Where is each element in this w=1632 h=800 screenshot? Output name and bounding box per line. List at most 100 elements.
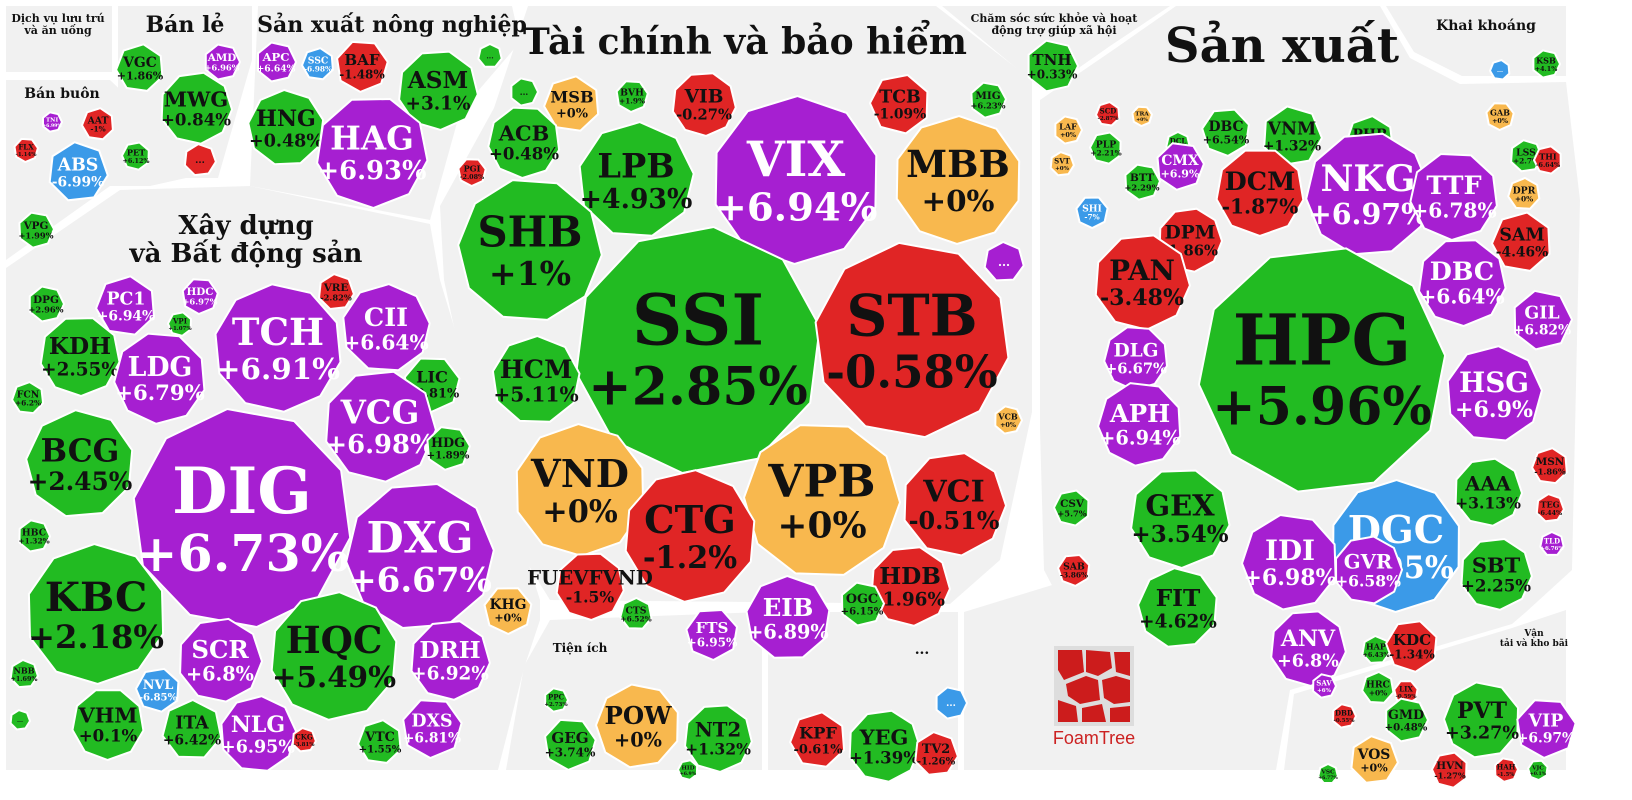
cell-dig[interactable]: DIG+6.73% bbox=[132, 407, 352, 629]
cell-nkg[interactable]: NKG+6.97% bbox=[1305, 132, 1431, 256]
cell-more[interactable]: ... bbox=[935, 686, 969, 720]
cell-hah[interactable]: HAH-1.5% bbox=[1493, 757, 1520, 783]
cell-csv[interactable]: CSV+5.7% bbox=[1052, 489, 1090, 527]
cell-ita[interactable]: ITA+6.42% bbox=[161, 698, 223, 759]
cell-vsc[interactable]: VSC+6.77% bbox=[1317, 762, 1339, 784]
cell-fit[interactable]: FIT+4.62% bbox=[1137, 567, 1218, 648]
cell-laf[interactable]: LAF+0% bbox=[1054, 115, 1084, 145]
cell-aph[interactable]: APH+6.94% bbox=[1097, 382, 1182, 467]
cell-bcg[interactable]: BCG+2.45% bbox=[25, 409, 134, 518]
cell-kbc[interactable]: KBC+2.18% bbox=[27, 542, 165, 686]
cell-sab[interactable]: SAB-3.86% bbox=[1056, 553, 1091, 588]
cell-baf[interactable]: BAF-1.48% bbox=[336, 40, 389, 94]
cell-shi[interactable]: SHI-7% bbox=[1075, 196, 1109, 230]
cell-vpb[interactable]: VPB+0% bbox=[742, 424, 902, 576]
cell-cmx[interactable]: CMX+6.9% bbox=[1156, 142, 1206, 191]
cell-khg[interactable]: KHG+0% bbox=[483, 587, 533, 636]
cell-vos[interactable]: VOS+0% bbox=[1350, 735, 1400, 784]
cell-dbc[interactable]: DBC+6.64% bbox=[1417, 239, 1507, 328]
cell-more[interactable]: ... bbox=[1488, 58, 1511, 81]
cell-cts[interactable]: CTS+6.52% bbox=[619, 596, 653, 630]
cell-more[interactable]: ... bbox=[9, 709, 32, 731]
cell-lss[interactable]: LSS+2.7% bbox=[1510, 139, 1544, 173]
cell-mwg[interactable]: MWG+0.84% bbox=[160, 71, 234, 145]
cell-gab[interactable]: GAB+0% bbox=[1485, 102, 1515, 132]
cell-cii[interactable]: CII+6.64% bbox=[342, 283, 431, 372]
cell-pan[interactable]: PAN-3.48% bbox=[1094, 234, 1191, 331]
cell-hdb[interactable]: HDB-1.96% bbox=[870, 546, 951, 627]
cell-fuevfvnd[interactable]: FUEVFVND-1.5% bbox=[527, 552, 653, 622]
cell-ckg[interactable]: CKG-3.81% bbox=[291, 727, 318, 753]
cell-hbc[interactable]: HBC+1.32% bbox=[18, 519, 52, 553]
cell-dbd[interactable]: DBD-0.55% bbox=[1332, 703, 1358, 729]
cell-dpg[interactable]: DPG+2.96% bbox=[28, 285, 66, 323]
cell-tcb[interactable]: TCB-1.09% bbox=[868, 73, 929, 135]
cell-aaa[interactable]: AAA+3.13% bbox=[1454, 457, 1524, 527]
cell-drh[interactable]: DRH+6.92% bbox=[410, 620, 491, 701]
cell-ksb[interactable]: KSB+4.1% bbox=[1532, 49, 1562, 79]
cell-bvh[interactable]: BVH+1.9% bbox=[615, 80, 649, 114]
cell-pc1[interactable]: PC1+6.94% bbox=[94, 275, 155, 336]
cell-more[interactable]: ... bbox=[477, 42, 503, 68]
cell-dpr[interactable]: DPR+0% bbox=[1507, 176, 1541, 210]
cell-hqc[interactable]: HQC+5.49% bbox=[270, 591, 398, 721]
cell-kdc[interactable]: KDC-1.34% bbox=[1384, 620, 1438, 673]
cell-nlg[interactable]: NLG+6.95% bbox=[220, 695, 297, 772]
cell-stb[interactable]: STB-0.58% bbox=[814, 241, 1010, 439]
cell-flx[interactable]: FLX-1.14% bbox=[13, 137, 39, 164]
cell-vpi[interactable]: VPI+1.07% bbox=[166, 311, 192, 337]
cell-hrc[interactable]: HRC+0% bbox=[1361, 670, 1395, 704]
cell-hsg[interactable]: HSG+6.9% bbox=[1446, 345, 1543, 442]
cell-sbt[interactable]: SBT+2.25% bbox=[1460, 537, 1533, 611]
cell-svt[interactable]: SVT+0% bbox=[1049, 150, 1076, 177]
cell-vpg[interactable]: VPG+1.99% bbox=[18, 211, 56, 249]
cell-dbc[interactable]: DBC+6.54% bbox=[1201, 108, 1250, 158]
cell-more[interactable]: ... bbox=[983, 240, 1025, 282]
cell-sav[interactable]: SAV+6% bbox=[1312, 673, 1338, 699]
cell-nt2[interactable]: NT2+1.32% bbox=[683, 704, 753, 773]
cell-gmd[interactable]: GMD+0.48% bbox=[1385, 697, 1430, 743]
cell-more[interactable]: ... bbox=[183, 142, 218, 177]
cell-pvt[interactable]: PVT+3.27% bbox=[1442, 681, 1519, 759]
cell-abs[interactable]: ABS-6.99% bbox=[48, 141, 109, 202]
cell-vre[interactable]: VRE-2.82% bbox=[317, 272, 356, 311]
cell-hid[interactable]: HID+6.9% bbox=[676, 759, 699, 781]
cell-ppc[interactable]: PPC+2.73% bbox=[544, 687, 570, 713]
cell-hdg[interactable]: HDG+1.89% bbox=[426, 426, 472, 471]
cell-vcb[interactable]: VCB+0% bbox=[994, 405, 1024, 435]
cell-acb[interactable]: ACB+0.48% bbox=[487, 106, 561, 180]
cell-scr[interactable]: SCR+6.8% bbox=[179, 617, 264, 703]
cell-mig[interactable]: MIG+6.23% bbox=[970, 81, 1008, 119]
cell-thi[interactable]: THI-6.64% bbox=[1532, 145, 1562, 175]
cell-nbb[interactable]: NBB+1.69% bbox=[9, 658, 39, 689]
cell-btt[interactable]: BTT+2.29% bbox=[1124, 163, 1162, 201]
cell-vnd[interactable]: VND+0% bbox=[515, 422, 645, 558]
cell-yeg[interactable]: YEG+1.39% bbox=[848, 709, 922, 783]
cell-pgi[interactable]: PGI-2.08% bbox=[457, 158, 487, 188]
cell-gex[interactable]: GEX+3.54% bbox=[1130, 469, 1231, 570]
cell-hap[interactable]: HAP+6.43% bbox=[1361, 634, 1391, 664]
cell-vgc[interactable]: VGC+1.86% bbox=[114, 43, 164, 92]
cell-ctg[interactable]: CTG-1.2% bbox=[624, 469, 756, 603]
cell-msn[interactable]: MSN-1.86% bbox=[1530, 447, 1568, 485]
cell-fcn[interactable]: FCN+6.2% bbox=[10, 380, 45, 415]
cell-plp[interactable]: PLP+2.21% bbox=[1088, 131, 1122, 165]
cell-anv[interactable]: ANV+6.8% bbox=[1270, 610, 1347, 687]
cell-kdh[interactable]: KDH+2.55% bbox=[39, 317, 121, 398]
cell-tld[interactable]: TLD+6.76% bbox=[1539, 530, 1565, 556]
cell-dcm[interactable]: DCM-1.87% bbox=[1215, 149, 1305, 238]
cell-ssi[interactable]: SSI+2.85% bbox=[575, 225, 821, 475]
cell-shb[interactable]: SHB+1% bbox=[457, 179, 603, 321]
cell-tra[interactable]: TRA+0% bbox=[1131, 105, 1153, 128]
cell-aat[interactable]: AAT-1% bbox=[80, 107, 114, 141]
cell-vtc[interactable]: VTC+1.55% bbox=[356, 719, 402, 764]
cell-nvl[interactable]: NVL-6.85% bbox=[134, 667, 180, 713]
cell-gil[interactable]: GIL+6.82% bbox=[1513, 289, 1574, 351]
cell-asm[interactable]: ASM+3.1% bbox=[398, 50, 479, 131]
cell-tv2[interactable]: TV2-1.26% bbox=[914, 730, 960, 776]
cell-ogc[interactable]: OGC+6.15% bbox=[841, 581, 886, 627]
cell-tch[interactable]: TCH+6.91% bbox=[214, 283, 342, 413]
cell-ssc[interactable]: SSC-6.98% bbox=[300, 47, 334, 81]
cell-vip[interactable]: VIP+6.97% bbox=[1516, 699, 1577, 760]
cell-hvn[interactable]: HVN-1.27% bbox=[1430, 751, 1468, 789]
